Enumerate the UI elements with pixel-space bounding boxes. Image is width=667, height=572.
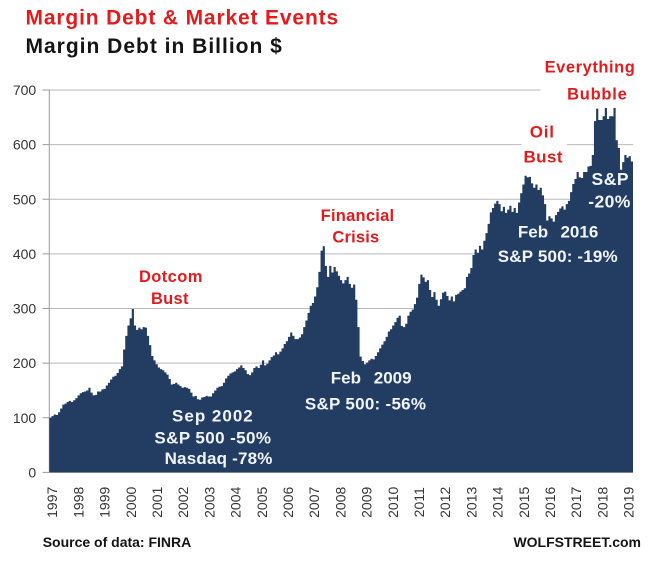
svg-text:Bust: Bust bbox=[151, 290, 189, 308]
svg-text:S&P: S&P bbox=[592, 169, 629, 189]
svg-text:2008: 2008 bbox=[332, 487, 348, 518]
svg-text:2000: 2000 bbox=[123, 487, 139, 518]
svg-text:500: 500 bbox=[13, 191, 37, 207]
svg-text:2016: 2016 bbox=[542, 487, 558, 518]
svg-text:2014: 2014 bbox=[490, 487, 506, 518]
svg-text:400: 400 bbox=[13, 246, 37, 262]
svg-text:Sep 2002: Sep 2002 bbox=[172, 406, 254, 425]
svg-text:1998: 1998 bbox=[70, 487, 86, 518]
svg-text:Everything: Everything bbox=[545, 59, 636, 77]
svg-text:2005: 2005 bbox=[254, 487, 270, 518]
svg-text:Margin Debt in Billion $: Margin Debt in Billion $ bbox=[26, 35, 283, 58]
svg-text:Bust: Bust bbox=[524, 148, 563, 167]
svg-text:Nasdaq -78%: Nasdaq -78% bbox=[165, 449, 273, 468]
svg-text:2017: 2017 bbox=[568, 487, 584, 518]
svg-text:2019: 2019 bbox=[621, 487, 637, 518]
svg-text:2018: 2018 bbox=[594, 487, 610, 518]
svg-text:Oil: Oil bbox=[530, 123, 555, 142]
svg-text:WOLFSTREET.com: WOLFSTREET.com bbox=[513, 534, 641, 550]
svg-text:2003: 2003 bbox=[201, 487, 217, 518]
svg-text:2012: 2012 bbox=[437, 487, 453, 518]
svg-text:Financial: Financial bbox=[321, 207, 395, 225]
svg-text:2015: 2015 bbox=[516, 487, 532, 518]
svg-text:2009: 2009 bbox=[359, 487, 375, 518]
svg-text:2002: 2002 bbox=[175, 487, 191, 518]
svg-text:2004: 2004 bbox=[228, 487, 244, 518]
svg-text:Feb 2016: Feb 2016 bbox=[518, 222, 598, 241]
svg-text:2001: 2001 bbox=[149, 487, 165, 518]
svg-text:1999: 1999 bbox=[97, 487, 113, 518]
svg-text:2010: 2010 bbox=[385, 487, 401, 518]
svg-text:Dotcom: Dotcom bbox=[139, 268, 203, 286]
svg-text:Bubble: Bubble bbox=[567, 85, 627, 103]
svg-text:S&P 500: -56%: S&P 500: -56% bbox=[305, 394, 426, 413]
svg-text:Source of data: FINRA: Source of data: FINRA bbox=[43, 534, 192, 550]
svg-text:1997: 1997 bbox=[44, 487, 60, 518]
svg-text:700: 700 bbox=[13, 82, 37, 98]
svg-text:Margin Debt & Market Events: Margin Debt & Market Events bbox=[26, 6, 340, 29]
svg-text:-20%: -20% bbox=[588, 192, 630, 212]
svg-text:S&P 500: -19%: S&P 500: -19% bbox=[498, 247, 618, 266]
svg-text:2006: 2006 bbox=[280, 487, 296, 518]
svg-text:Crisis: Crisis bbox=[332, 228, 379, 246]
svg-text:2007: 2007 bbox=[306, 487, 322, 518]
svg-text:300: 300 bbox=[13, 301, 37, 317]
svg-text:0: 0 bbox=[28, 464, 36, 480]
svg-text:2011: 2011 bbox=[411, 487, 427, 517]
svg-text:600: 600 bbox=[13, 137, 37, 153]
svg-text:2013: 2013 bbox=[463, 487, 479, 518]
svg-text:100: 100 bbox=[13, 410, 37, 426]
svg-text:Feb 2009: Feb 2009 bbox=[331, 369, 412, 388]
svg-text:200: 200 bbox=[13, 355, 37, 371]
svg-text:S&P 500 -50%: S&P 500 -50% bbox=[154, 429, 271, 448]
